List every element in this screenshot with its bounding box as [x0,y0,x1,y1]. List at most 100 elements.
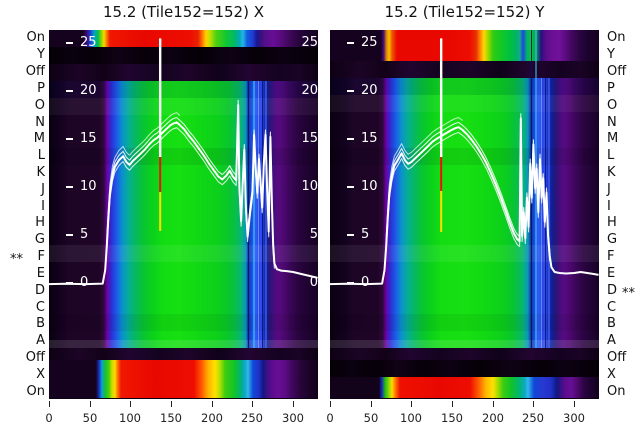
row-label-left-b: B [36,316,45,331]
row-label-right-d: D [607,283,618,298]
ytick-inner: 25 [347,35,599,51]
row-label-right-c: C [607,300,617,315]
x-tick-mark [574,401,575,407]
x-tick-label: 300 [563,411,585,425]
row-label-right-n: N [607,115,617,130]
flag-marker-right: ** [622,286,635,301]
ytick-inner: 10 [66,179,318,195]
ytick-inner: 25 [66,35,318,51]
x-tick-mark [130,401,131,407]
row-label-right-a: A [607,333,616,348]
row-label-right-on: On [607,384,626,399]
row-label-left-j: J [41,182,45,197]
panel-y-heatmap: 25 20 15 10 5 0 [330,30,599,399]
heatmap-band-on-top [49,30,318,47]
heatmap-row-x-off [330,360,599,377]
x-tick-label: 100 [119,411,141,425]
x-tick-mark [371,401,372,407]
heatmap-row-off-bottom [49,348,318,360]
ytick-inner-right: 20 [301,83,318,98]
ytick-inner-right: 25 [301,35,318,50]
row-label-right-o: O [607,98,618,113]
heatmap-band-on-bottom [330,377,599,398]
x-tick-label: 50 [363,411,379,425]
ytick-inner-right: 5 [309,227,318,242]
tick-dash [66,137,73,140]
x-tick-label: 0 [326,411,334,425]
row-label-left-l: L [37,148,45,163]
x-tick-label: 150 [441,411,463,425]
row-label-right-on: On [607,30,626,45]
x-tick-label: 200 [201,411,223,425]
x-tick-mark [493,401,494,407]
ytick-inner: 5 [66,227,318,243]
row-label-left-g: G [34,232,45,247]
x-tick-label: 50 [82,411,98,425]
row-label-right-h: H [607,215,617,230]
row-label-right-x: X [607,367,616,382]
ytick-inner-right: 15 [301,131,318,146]
row-label-left-e: E [36,266,45,281]
row-label-right-m: M [607,131,619,146]
tick-dash [66,41,73,44]
row-label-left-n: N [35,115,45,130]
row-label-left-d: D [34,283,45,298]
row-label-right-k: K [607,165,616,180]
row-label-left-f: F [37,249,45,264]
x-tick-label: 250 [241,411,263,425]
x-tick-label: 300 [282,411,304,425]
ytick-inner-right: 10 [301,179,318,194]
tick-dash [66,233,73,236]
x-tick-label: 200 [482,411,504,425]
heatmap-row-off-top [330,61,599,78]
row-label-left-c: C [35,300,45,315]
x-tick-mark [90,401,91,407]
x-tick-mark [330,401,331,407]
row-label-left-x: X [36,367,45,382]
x-tick-label: 0 [45,411,53,425]
row-label-left-h: H [35,215,45,230]
row-label-left-on: On [26,30,45,45]
row-label-right-p: P [607,81,615,96]
tick-dash [347,281,354,284]
ytick-inner: 0 [66,275,318,291]
heatmap-band-on-top [330,30,599,61]
heatmap-body [49,81,318,348]
row-label-right-l: L [607,148,615,163]
flag-marker-left: ** [10,252,23,267]
row-label-left-o: O [34,98,45,113]
ytick-inner: 20 [347,83,599,99]
row-label-right-i: I [607,199,611,214]
row-label-right-e: E [607,266,616,281]
row-label-right-y: Y [607,47,615,62]
tick-dash [347,41,354,44]
tick-dash [347,137,354,140]
ytick-inner: 20 [66,83,318,99]
x-tick-label: 100 [400,411,422,425]
ytick-inner: 10 [347,179,599,195]
x-tick-mark [212,401,213,407]
row-label-right-off: Off [607,350,627,365]
tick-dash [66,185,73,188]
x-tick-mark [411,401,412,407]
row-label-left-off: Off [25,350,45,365]
tick-dash [66,89,73,92]
row-label-right-g: G [607,232,618,247]
tick-dash [347,89,354,92]
heatmap-row-y-off [49,47,318,64]
panel-x-title: 15.2 (Tile152=152) X [102,3,264,21]
ytick-inner: 0 [347,275,599,291]
panel-y-title: 15.2 (Tile152=152) Y [384,3,545,21]
ytick-inner-right: 0 [309,275,318,290]
x-tick-label: 150 [160,411,182,425]
row-label-right-j: J [607,182,611,197]
row-label-left-i: I [41,199,45,214]
ytick-inner: 15 [66,131,318,147]
x-tick-mark [49,401,50,407]
heatmap-row-off-bottom [330,348,599,360]
x-tick-mark [533,401,534,407]
x-tick-mark [452,401,453,407]
row-label-left-off: Off [25,64,45,79]
ytick-inner: 15 [347,131,599,147]
